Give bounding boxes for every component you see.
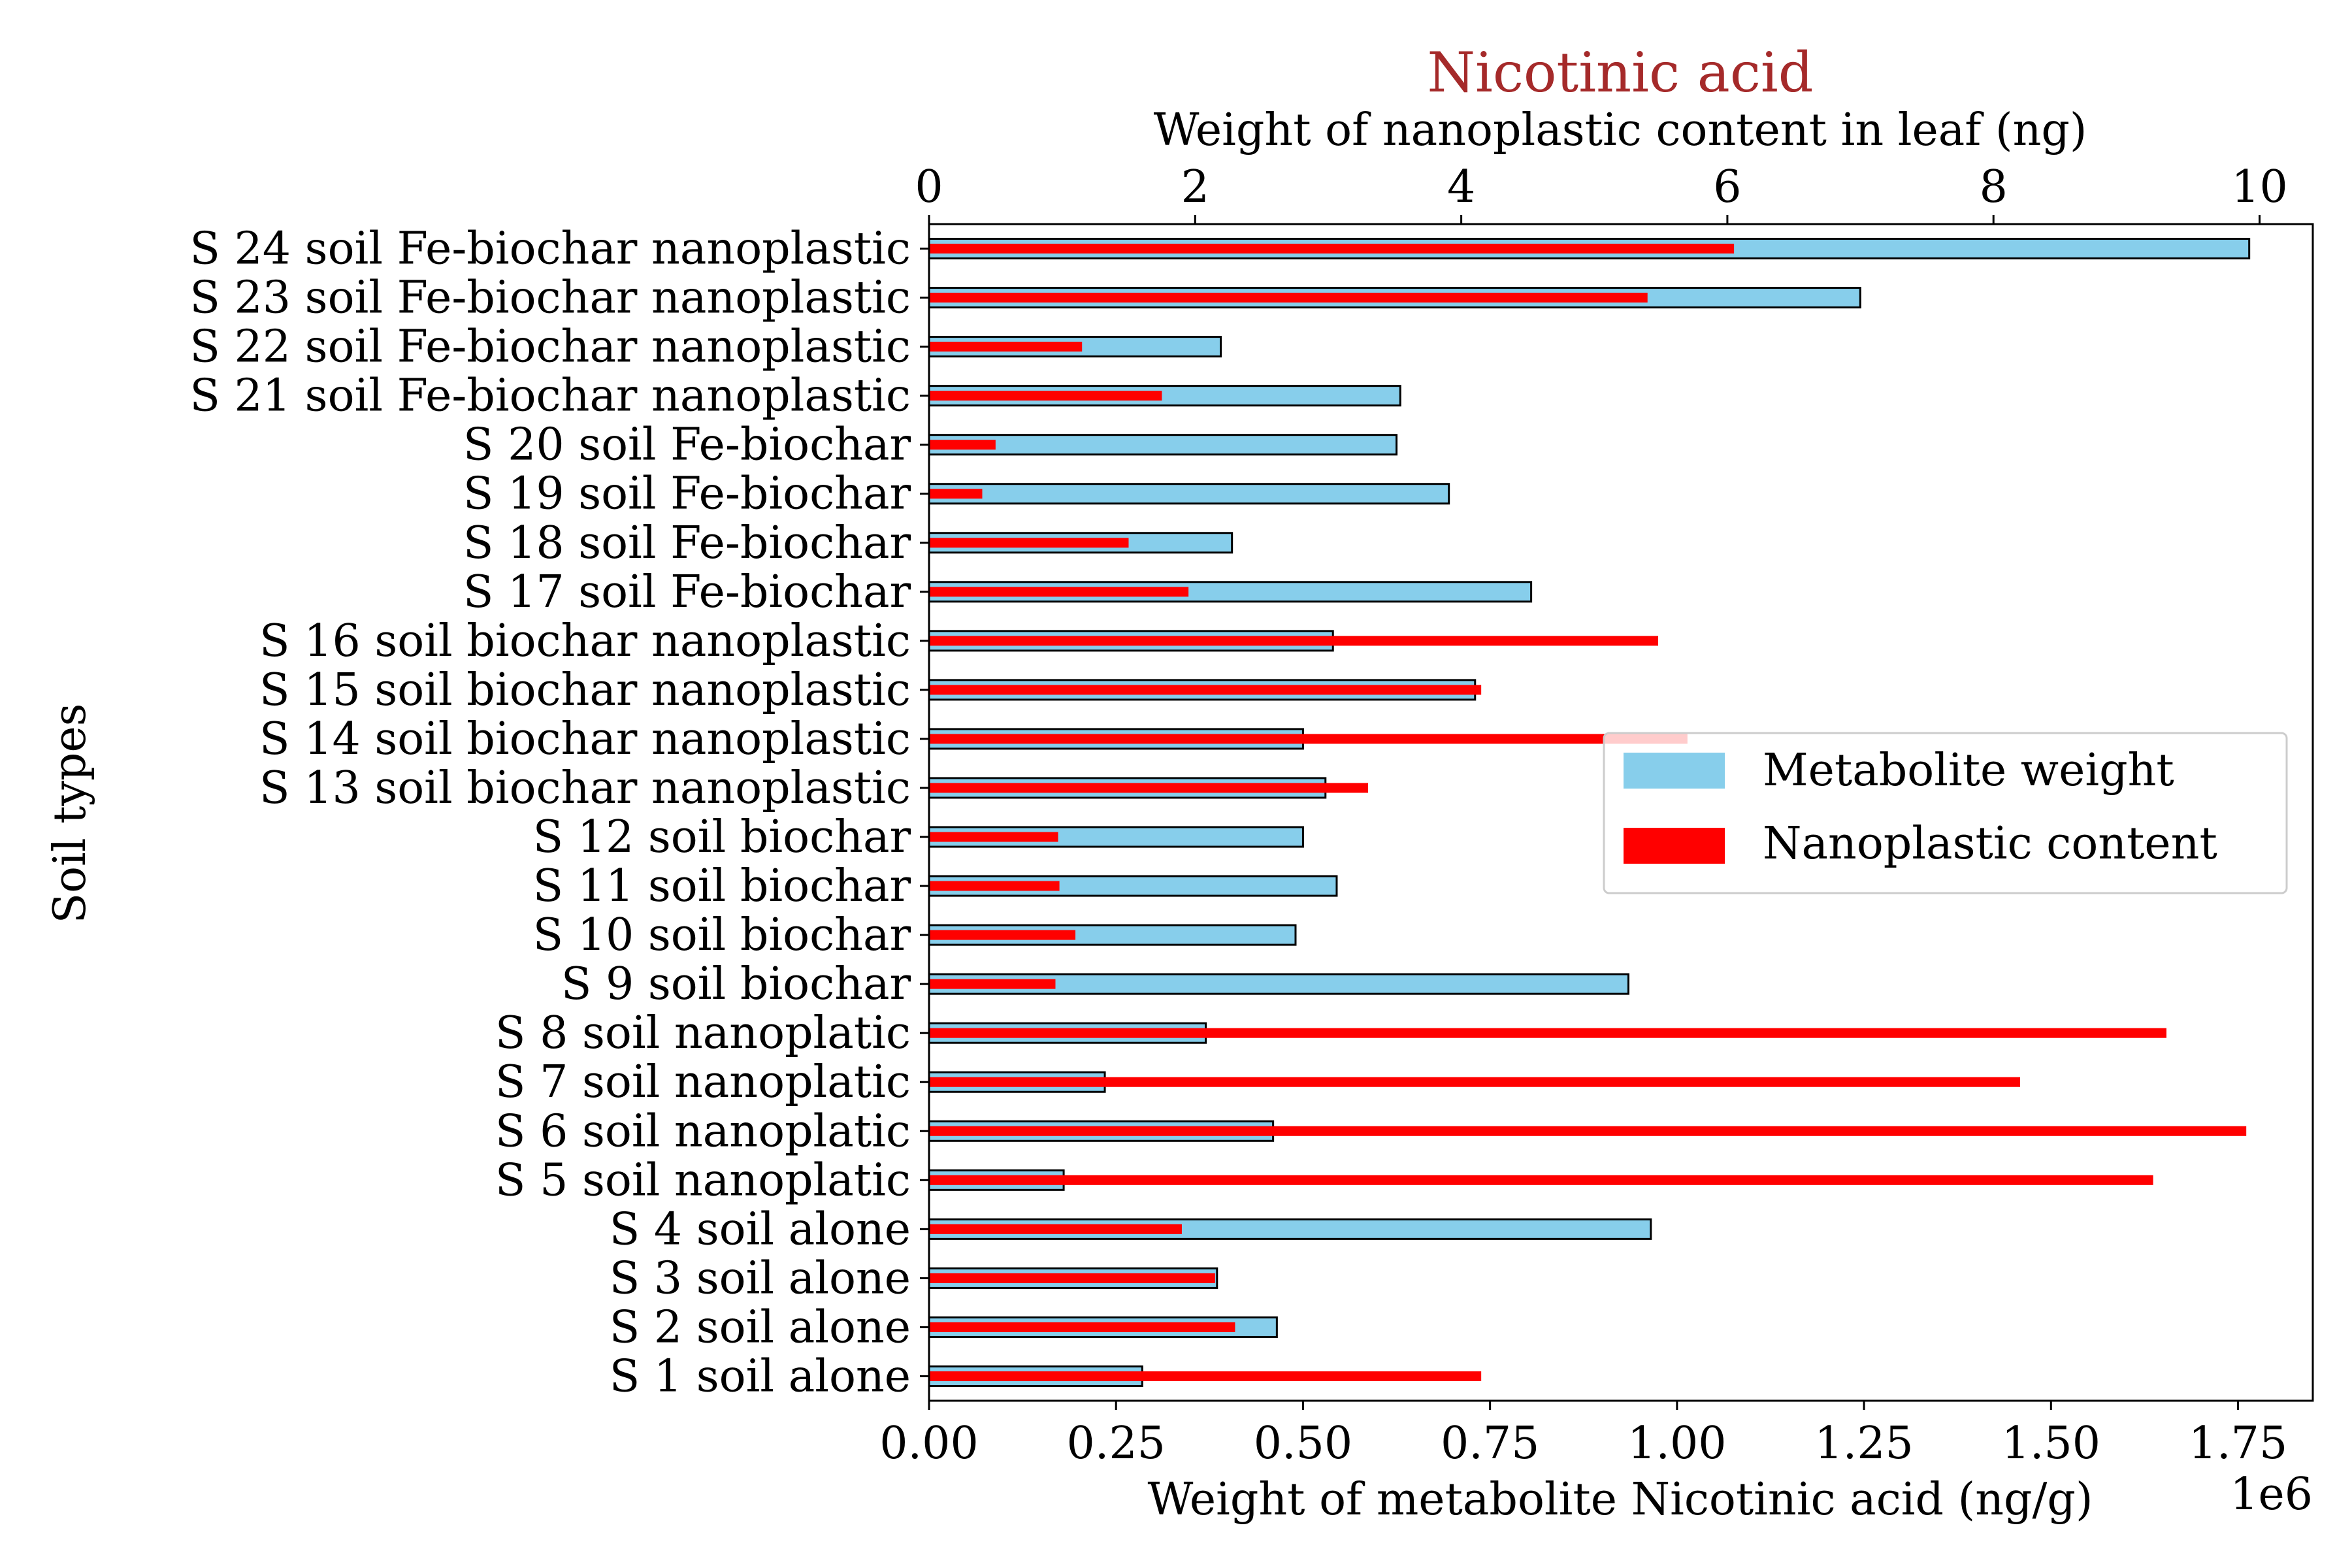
legend-label-metabolite: Metabolite weight (1763, 745, 2174, 796)
nanoplastic-bar (929, 489, 983, 499)
bottom-axis-title: Weight of metabolite Nicotinic acid (ng/… (1148, 1474, 2093, 1526)
nanoplastic-bar (929, 1273, 1215, 1283)
legend-swatch-nanoplastic (1624, 828, 1725, 864)
category-label: S 17 soil Fe-biochar (463, 566, 911, 618)
nanoplastic-bar (929, 391, 1162, 401)
nanoplastic-bar (929, 1126, 2247, 1136)
category-label: S 19 soil Fe-biochar (463, 468, 911, 520)
legend-swatch-metabolite (1624, 753, 1725, 789)
x-bottom-tick-label: 1.00 (1627, 1418, 1726, 1469)
nanoplastic-bar (929, 587, 1189, 597)
category-label: S 12 soil biochar (533, 811, 911, 863)
nanoplastic-bar (929, 244, 1735, 254)
nanoplastic-bar (929, 538, 1129, 548)
category-label: S 4 soil alone (610, 1203, 911, 1255)
x-top-tick-label: 0 (915, 161, 943, 213)
nanoplastic-bar (929, 1077, 2020, 1087)
nanoplastic-bar (929, 930, 1076, 940)
y-axis-title: Soil types (44, 703, 96, 923)
x-bottom-tick-label: 1.50 (2002, 1418, 2100, 1469)
nanoplastic-bar (929, 685, 1482, 695)
x-top-tick-label: 8 (1980, 161, 2008, 213)
legend: Metabolite weight Nanoplastic content (1603, 732, 2288, 894)
category-label: S 15 soil biochar nanoplastic (259, 664, 911, 716)
top-axis-title: Weight of nanoplastic content in leaf (n… (1154, 105, 2087, 156)
x-bottom-tick-label: 0.75 (1441, 1418, 1539, 1469)
x-bottom-tick-label: 1.25 (1814, 1418, 1913, 1469)
category-label: S 5 soil nanoplatic (495, 1154, 911, 1206)
nanoplastic-bar (929, 1322, 1235, 1332)
nanoplastic-bar (929, 832, 1058, 842)
nanoplastic-bar (929, 1224, 1182, 1234)
nanoplastic-bars (929, 244, 2247, 1381)
category-label: S 8 soil nanoplatic (495, 1007, 911, 1059)
category-label: S 22 soil Fe-biochar nanoplastic (189, 321, 911, 373)
metabolite-bar (928, 434, 1398, 456)
x-top-tick-label: 4 (1447, 161, 1475, 213)
category-label: S 24 soil Fe-biochar nanoplastic (189, 223, 911, 275)
metabolite-bar (928, 483, 1450, 505)
x-top-tick-label: 6 (1713, 161, 1741, 213)
category-label: S 1 soil alone (610, 1350, 911, 1402)
nanoplastic-bar (929, 636, 1659, 646)
category-label: S 2 soil alone (610, 1301, 911, 1353)
x-top-tick-label: 10 (2231, 161, 2288, 213)
nanoplastic-bar (929, 1371, 1482, 1381)
chart-title: Nicotinic acid (1427, 41, 1813, 105)
plot-area-frame (928, 223, 2314, 1402)
nanoplastic-bar (929, 1028, 2166, 1038)
category-label: S 18 soil Fe-biochar (463, 517, 911, 569)
category-label: S 10 soil biochar (533, 909, 911, 961)
bottom-axis-offset-text: 1e6 (2230, 1469, 2313, 1520)
x-bottom-tick-label: 0.00 (879, 1418, 978, 1469)
category-label: S 7 soil nanoplatic (495, 1056, 911, 1108)
nanoplastic-bar (929, 293, 1648, 303)
category-label: S 20 soil Fe-biochar (463, 419, 911, 471)
nanoplastic-bar (929, 734, 1688, 744)
category-label: S 13 soil biochar nanoplastic (259, 762, 911, 814)
category-label: S 23 soil Fe-biochar nanoplastic (189, 272, 911, 324)
x-bottom-tick-label: 0.50 (1254, 1418, 1352, 1469)
nanoplastic-bar (929, 1175, 2153, 1185)
category-label: S 6 soil nanoplatic (495, 1105, 911, 1157)
category-label: S 21 soil Fe-biochar nanoplastic (189, 370, 911, 422)
nanoplastic-bar (929, 783, 1369, 793)
bottom-axis-ticks: 0.00 0.25 0.50 0.75 1.00 1.25 1.50 1.75 (879, 1401, 2287, 1469)
category-label: S 14 soil biochar nanoplastic (259, 713, 911, 765)
nanoplastic-bar (929, 881, 1060, 891)
category-label: S 9 soil biochar (561, 958, 911, 1010)
top-axis-ticks: 0 2 4 6 8 10 (915, 161, 2288, 224)
x-top-tick-label: 2 (1181, 161, 1209, 213)
nanoplastic-bar (929, 342, 1083, 352)
category-label: S 16 soil biochar nanoplastic (259, 615, 911, 667)
nanoplastic-bar (929, 979, 1056, 989)
legend-box (1603, 732, 2288, 894)
category-label: S 11 soil biochar (533, 860, 911, 912)
x-bottom-tick-label: 0.25 (1067, 1418, 1166, 1469)
x-bottom-tick-label: 1.75 (2189, 1418, 2287, 1469)
category-label: S 3 soil alone (610, 1252, 911, 1304)
legend-label-nanoplastic: Nanoplastic content (1763, 818, 2217, 870)
nanoplastic-bar (929, 440, 996, 450)
